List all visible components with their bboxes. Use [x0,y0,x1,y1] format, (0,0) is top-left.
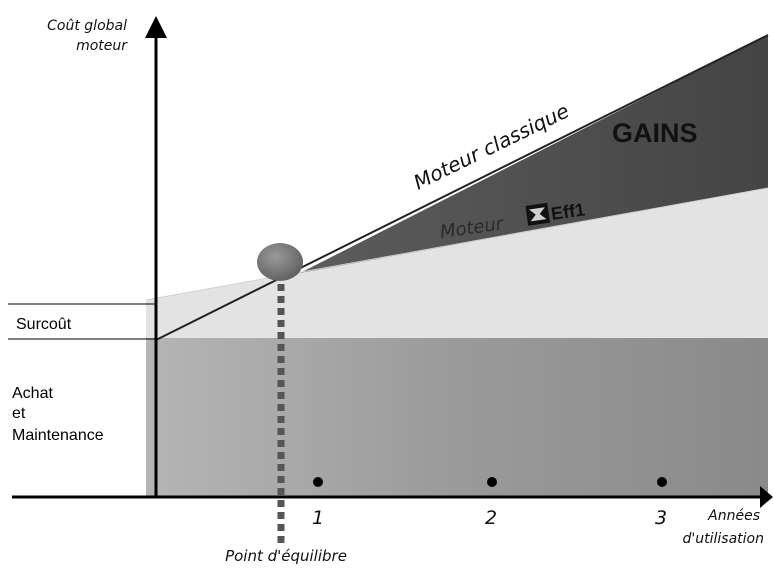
gains-label: GAINS [612,118,698,148]
eff1-logo-icon [525,202,551,226]
x-tick-dot-2 [487,477,497,487]
achat-label-line3: Maintenance [12,427,104,444]
achat-label-line2: et [12,405,26,422]
gains-area [300,35,768,273]
y-axis-label-line1: Coût global [47,18,127,34]
eff1-motor-line [145,187,769,301]
x-tick-label-3: 3 [655,507,667,529]
x-tick-dot-1 [313,477,323,487]
x-axis-arrow [760,486,773,508]
x-tick-label-2: 2 [485,507,497,529]
surcout-label: Surcoût [16,316,72,333]
y-axis-arrow [145,16,167,38]
y-axis-label-line2: moteur [76,38,128,54]
x-axis-label-line1: Années [707,508,760,524]
equilibrium-label: Point d'équilibre [225,547,347,565]
x-tick-dot-3 [657,477,667,487]
achat-label-line1: Achat [12,385,53,402]
x-tick-label-1: 1 [312,507,324,529]
classic-motor-line [155,34,769,341]
x-axis-label-line2: d'utilisation [683,531,764,547]
eff1-label-suffix: Eff1 [550,199,586,224]
surcout-band [146,188,768,338]
equilibrium-marker [257,243,303,281]
achat-maintenance-area [146,338,768,498]
